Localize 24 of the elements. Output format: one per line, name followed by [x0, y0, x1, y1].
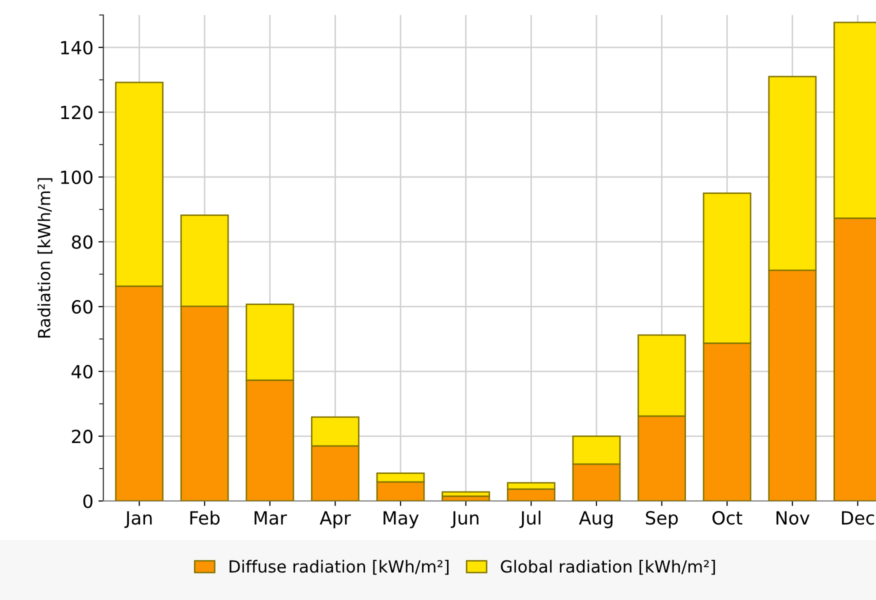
y-tick-label: 20	[72, 430, 92, 444]
x-tick-label: Jun	[450, 511, 478, 528]
legend-label: Global radiation [kWh/m²]	[500, 560, 715, 575]
y-tick-label: 120	[61, 106, 92, 120]
bar	[442, 491, 490, 497]
x-tick-label: Mar	[254, 511, 287, 525]
y-tick-label: 140	[61, 40, 92, 55]
y-axis-title: Radiation [kWh/m²]	[37, 178, 52, 338]
x-tick-label: Dec	[842, 511, 874, 525]
y-tick-label: 80	[72, 235, 92, 249]
y-tick-label: 60	[72, 300, 92, 314]
x-tick-label: Nov	[776, 511, 810, 525]
x-tick-label: Apr	[320, 511, 351, 528]
x-tick-label: Oct	[712, 511, 742, 525]
x-tick-label: Feb	[190, 510, 220, 525]
y-tick-label: 100	[61, 170, 92, 184]
y-tick-label: 40	[72, 364, 92, 379]
x-tick-label: Jan	[124, 511, 152, 528]
x-tick-label: May	[384, 511, 419, 528]
x-tick-label: Jul	[519, 510, 540, 528]
x-tick-label: Aug	[578, 511, 612, 528]
x-tick-label: Sep	[646, 511, 678, 528]
legend-label: Diffuse radiation [kWh/m²]	[230, 560, 449, 575]
y-tick-label: 0	[83, 494, 92, 508]
